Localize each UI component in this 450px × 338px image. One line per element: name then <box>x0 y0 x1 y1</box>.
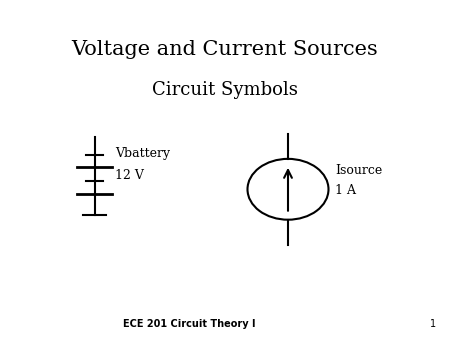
Text: Circuit Symbols: Circuit Symbols <box>152 80 298 99</box>
Text: ECE 201 Circuit Theory I: ECE 201 Circuit Theory I <box>123 319 255 330</box>
Text: Voltage and Current Sources: Voltage and Current Sources <box>72 40 378 58</box>
Text: Isource: Isource <box>335 164 382 177</box>
Text: 1: 1 <box>430 319 436 330</box>
Text: Vbattery: Vbattery <box>115 147 170 160</box>
Text: 1 A: 1 A <box>335 185 356 197</box>
Text: 12 V: 12 V <box>115 169 144 182</box>
